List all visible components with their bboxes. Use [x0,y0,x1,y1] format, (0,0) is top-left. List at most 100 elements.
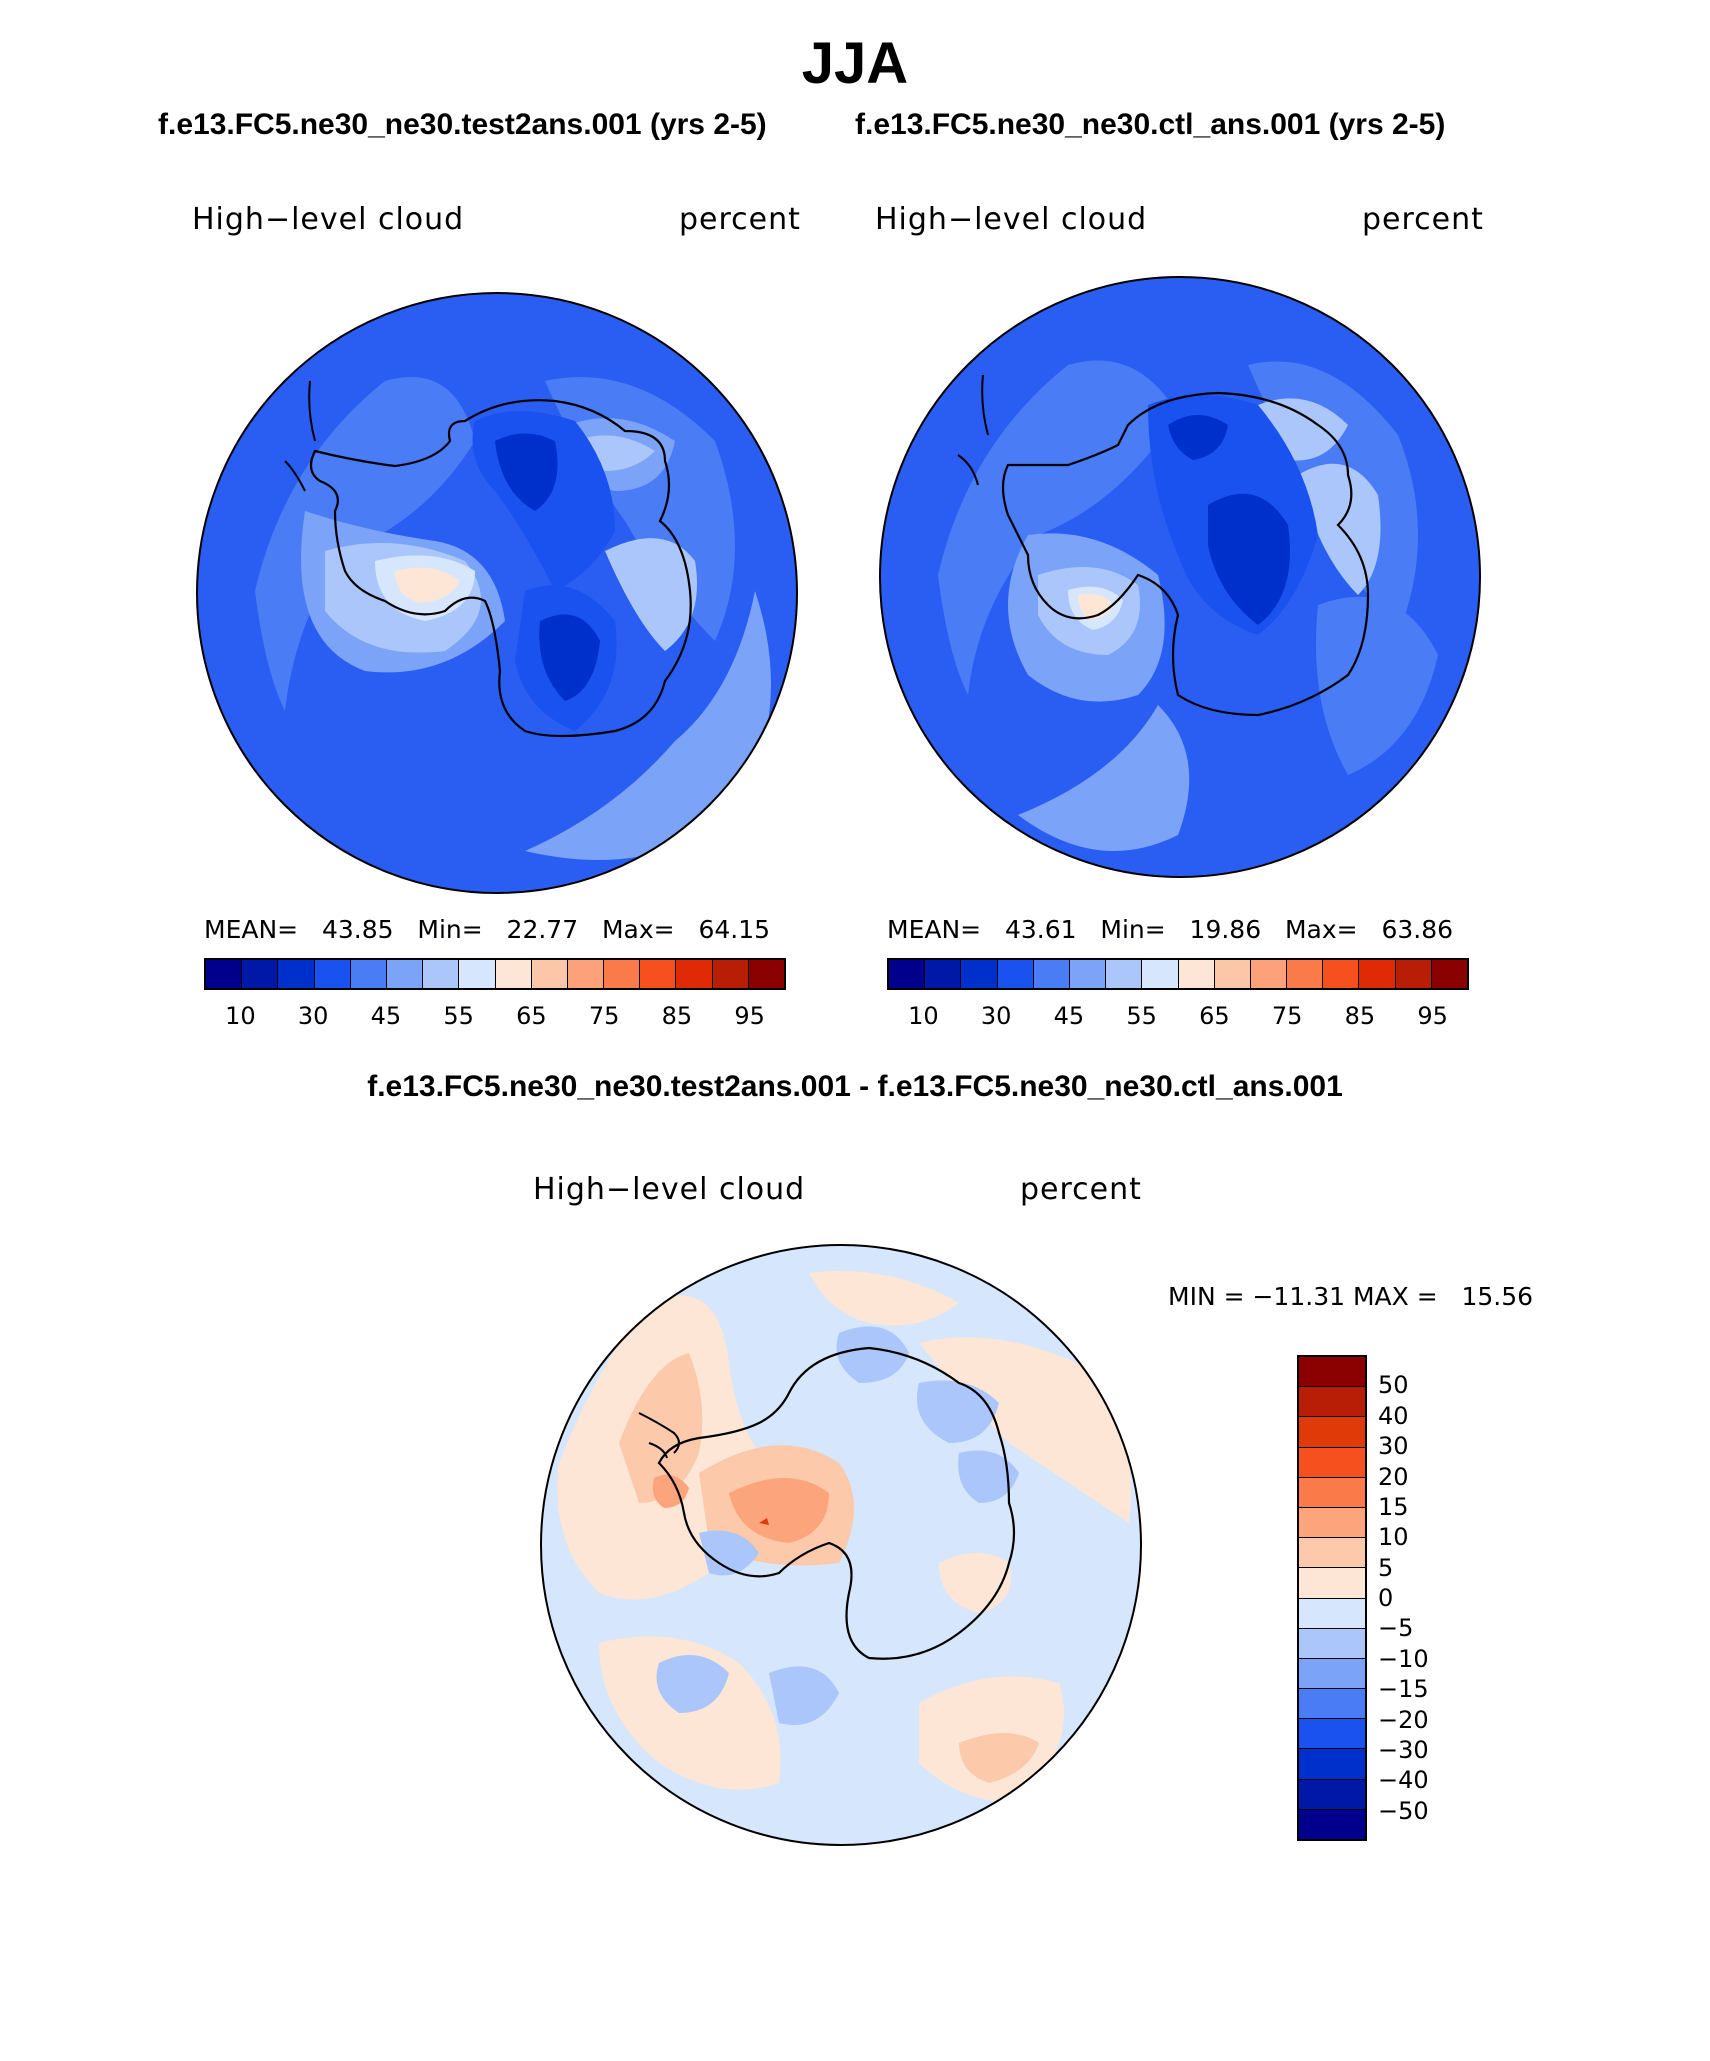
diff-colorbar-tick-label: −20 [1378,1705,1429,1734]
diff-colorbar-box [1299,1417,1365,1448]
diff-colorbar-tick-label: 30 [1378,1432,1409,1461]
panel1-colorbar-box [242,960,279,988]
panel2-max-label: Max= [1284,915,1358,944]
diff-colorbar-box [1299,1779,1365,1810]
diff-colorbar-tick-label: −50 [1378,1796,1429,1825]
panel1-colorbar-tick-label: 30 [297,1002,329,1030]
diff-colorbar-tick-label: −10 [1378,1644,1429,1673]
diff-colorbar-tick-label: 40 [1378,1401,1409,1430]
panel1-stats: MEAN= 43.85 Min= 22.77 Max= 64.15 [204,915,770,944]
panel1-min-label: Min= [417,915,483,944]
panel1-colorbar-box [748,960,784,988]
diff-colorbar-box [1299,1628,1365,1659]
diff-colorbar-box [1299,1719,1365,1750]
panel2-colorbar-tick-label: 75 [1271,1002,1303,1030]
diff-colorbar-box [1299,1658,1365,1690]
panel2-stats: MEAN= 43.61 Min= 19.86 Max= 63.86 [887,915,1453,944]
panel2-colorbar-box [1033,960,1070,988]
panel1-colorbar-tick-label: 85 [661,1002,693,1030]
panel2-min-label: Min= [1100,915,1166,944]
panel1-colorbar-box [531,960,568,988]
panel1-colorbar-tick-label: 10 [225,1002,256,1030]
panel2-colorbar-tick-label: 85 [1344,1002,1376,1030]
diff-colorbar-tick-label: −30 [1378,1735,1429,1764]
panel2-mean-label: MEAN= [887,915,982,944]
diff-colorbar-box [1299,1387,1365,1418]
diff-colorbar [1297,1355,1367,1841]
panel1-colorbar-box [676,960,713,988]
panel2-colorbar-tick-label: 45 [1053,1002,1085,1030]
panel1-colorbar-box [459,960,496,988]
panel1-colorbar-tick-label: 95 [734,1002,765,1030]
diff-colorbar-tick-label: 20 [1378,1462,1409,1491]
panel2-colorbar-box [1250,960,1288,988]
panel1-colorbar-tick-label: 65 [516,1002,547,1030]
diff-colorbar-tick-label: 50 [1378,1371,1409,1400]
panel2-max-value: 63.86 [1381,915,1454,944]
difference-polar-map [540,1244,1142,1846]
panel1-units-label: percent [679,202,801,237]
panel2-colorbar-box [1359,960,1396,988]
panel1-colorbar [204,958,786,990]
diff-colorbar-box [1299,1689,1365,1720]
panel2-colorbar-box [889,960,926,988]
panel1-colorbar-box [206,960,243,988]
panel2-variable-label: High−level cloud [875,202,1148,237]
panel1-colorbar-box [278,960,315,988]
diff-colorbar-box [1299,1357,1365,1388]
diff-colorbar-box [1299,1538,1365,1569]
panel1-colorbar-box [604,960,641,988]
diff-colorbar-box [1299,1749,1365,1780]
diff-colorbar-box [1299,1809,1365,1839]
diff-colorbar-tick-label: 15 [1378,1492,1409,1521]
panel2-units-label: percent [1362,202,1484,237]
panel1-colorbar-box [495,960,532,988]
subtitle-control: f.e13.FC5.ne30_ne30.ctl_ans.001 (yrs 2-5… [855,108,1446,141]
panel1-colorbar-box [386,960,424,988]
panel1-variable-label: High−level cloud [192,202,465,237]
panel1-colorbar-box [640,960,677,988]
panel2-colorbar-box [1214,960,1251,988]
panel1-min-value: 22.77 [506,915,579,944]
panel1-max-label: Max= [601,915,675,944]
diff-colorbar-box [1299,1447,1365,1478]
diff-colorbar-tick-label: −5 [1378,1614,1414,1643]
panel1-colorbar-box [423,960,460,988]
subtitle-test: f.e13.FC5.ne30_ne30.test2ans.001 (yrs 2-… [158,108,767,141]
panel1-polar-map [196,292,798,894]
panel1-colorbar-box [314,960,351,988]
diff-units-label: percent [1020,1172,1142,1207]
difference-title: f.e13.FC5.ne30_ne30.test2ans.001 - f.e13… [367,1070,1343,1103]
panel1-colorbar-box [567,960,605,988]
panel1-mean-value: 43.85 [321,915,394,944]
panel2-colorbar-tick-label: 95 [1417,1002,1448,1030]
diff-colorbar-box [1299,1598,1365,1629]
panel2-colorbar-box [1069,960,1107,988]
diff-colorbar-box [1299,1568,1365,1599]
diff-colorbar-box [1299,1507,1365,1539]
figure-title: JJA [801,31,909,96]
panel2-colorbar-box [1287,960,1324,988]
panel2-colorbar-box [1431,960,1467,988]
panel2-colorbar-box [1323,960,1360,988]
diff-colorbar-box [1299,1477,1365,1508]
panel2-colorbar-box [997,960,1034,988]
diff-minmax-text: MIN = −11.31 MAX = 15.56 [1168,1282,1534,1311]
panel2-polar-map [879,276,1481,878]
panel2-colorbar-ticks: 10 30 45 55 65 75 85 95 [887,1002,1469,1032]
panel1-colorbar-box [712,960,749,988]
panel2-colorbar-tick-label: 55 [1126,1002,1157,1030]
panel1-colorbar-ticks: 10 30 45 55 65 75 85 95 [204,1002,786,1032]
panel2-min-value: 19.86 [1189,915,1262,944]
diff-colorbar-tick-label: 5 [1378,1553,1394,1582]
panel2-colorbar-box [1106,960,1143,988]
panel2-colorbar-tick-label: 30 [980,1002,1012,1030]
panel1-colorbar-tick-label: 45 [370,1002,402,1030]
panel2-colorbar [887,958,1469,990]
panel2-colorbar-box [961,960,998,988]
diff-colorbar-tick-label: 0 [1378,1584,1394,1612]
panel1-colorbar-tick-label: 75 [588,1002,620,1030]
panel1-max-value: 64.15 [698,915,771,944]
panel1-colorbar-tick-label: 55 [443,1002,474,1030]
panel2-colorbar-tick-label: 65 [1199,1002,1230,1030]
